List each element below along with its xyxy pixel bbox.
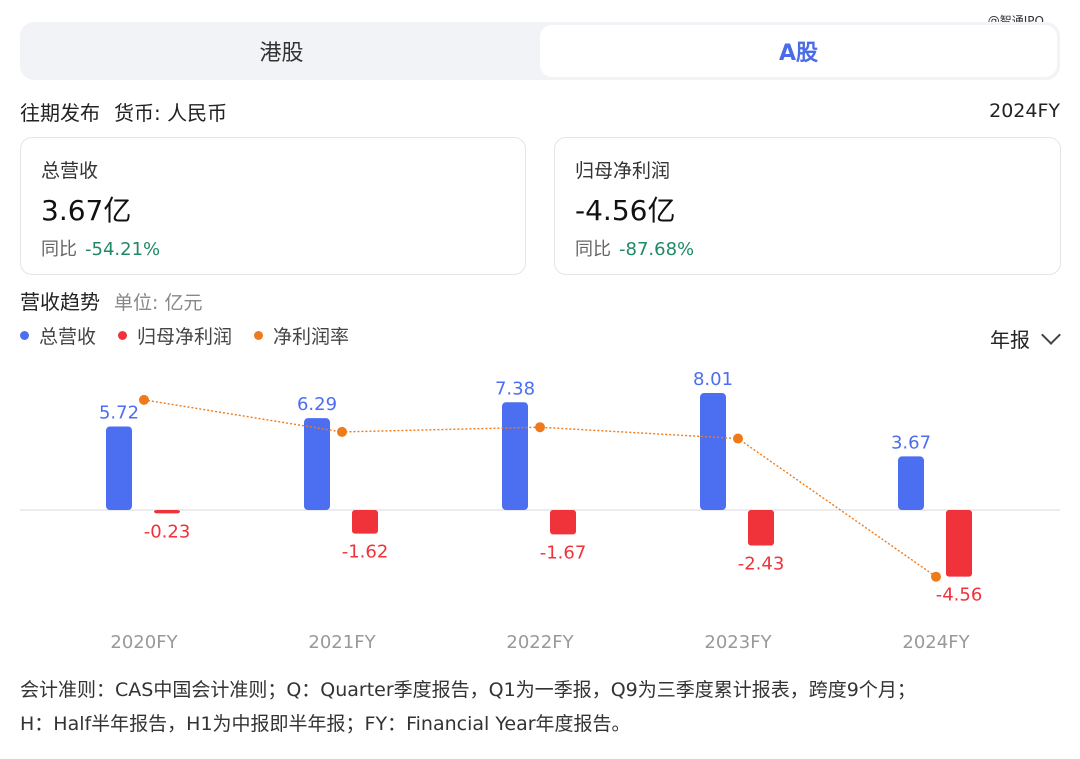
revenue-yoy: 同比 -54.21% — [41, 235, 505, 261]
x-tick-label: 2020FY — [110, 632, 178, 653]
chevron-down-icon — [1041, 324, 1061, 345]
x-tick-label: 2021FY — [308, 632, 376, 653]
profit-data-label: -1.62 — [342, 542, 389, 563]
x-tick-label: 2022FY — [506, 632, 574, 653]
profit-yoy-label: 同比 — [575, 239, 611, 260]
x-tick-label: 2023FY — [704, 632, 772, 653]
profit-card[interactable]: 归母净利润 -4.56亿 同比 -87.68% — [554, 137, 1061, 275]
profit-bar — [550, 510, 576, 535]
profit-data-label: -2.43 — [738, 553, 785, 574]
revenue-data-label: 6.29 — [297, 394, 337, 415]
revenue-data-label: 3.67 — [891, 432, 931, 453]
legend-margin-dot — [254, 331, 264, 340]
legend-revenue-label: 总营收 — [39, 326, 97, 348]
market-tabs: 港股 A股 — [20, 22, 1060, 80]
legend-profit-dot — [118, 331, 128, 340]
margin-point — [535, 422, 545, 433]
footnote-line-2: H：Half半年报告，H1为中报即半年报；FY：Financial Year年度… — [20, 713, 631, 735]
legend-revenue[interactable]: 总营收 — [20, 322, 96, 349]
profit-data-label: -4.56 — [936, 585, 983, 606]
profit-bar — [946, 510, 972, 577]
trend-unit: 单位: 亿元 — [114, 292, 203, 314]
footnote: 会计准则：CAS中国会计准则；Q：Quarter季度报告，Q1为一季报，Q9为三… — [20, 673, 1060, 741]
profit-data-label: -0.23 — [144, 521, 191, 542]
revenue-bar — [898, 456, 924, 510]
profit-data-label: -1.67 — [540, 542, 587, 563]
margin-point — [139, 394, 149, 405]
legend-profit[interactable]: 归母净利润 — [118, 322, 232, 349]
revenue-bar — [106, 426, 132, 510]
profit-bar — [154, 510, 180, 514]
legend-margin-label: 净利润率 — [273, 326, 350, 348]
margin-point — [931, 571, 941, 582]
past-releases-title: 往期发布 — [20, 100, 100, 125]
profit-bar — [748, 510, 774, 546]
revenue-data-label: 8.01 — [693, 369, 733, 390]
revenue-yoy-value: -54.21% — [85, 239, 161, 260]
revenue-card-value: 3.67亿 — [41, 194, 132, 227]
legend-profit-label: 归母净利润 — [137, 326, 233, 348]
profit-card-label: 归母净利润 — [575, 160, 671, 182]
tab-hk-stock[interactable]: 港股 — [259, 41, 304, 66]
revenue-card[interactable]: 总营收 3.67亿 同比 -54.21% — [20, 137, 526, 275]
legend-revenue-dot — [20, 331, 29, 340]
chart-legend: 总营收 归母净利润 净利润率 — [20, 322, 349, 349]
trend-title: 营收趋势 — [20, 290, 100, 314]
profit-yoy-value: -87.68% — [619, 239, 695, 260]
period-selector[interactable]: 年报 — [990, 324, 1061, 353]
footnote-line-1: 会计准则：CAS中国会计准则；Q：Quarter季度报告，Q1为一季报，Q9为三… — [20, 679, 916, 701]
profit-yoy: 同比 -87.68% — [575, 235, 1040, 261]
revenue-card-label: 总营收 — [41, 160, 99, 182]
period-selector-label: 年报 — [990, 328, 1030, 352]
revenue-data-label: 7.38 — [495, 378, 535, 399]
profit-card-value: -4.56亿 — [575, 194, 676, 227]
legend-margin[interactable]: 净利润率 — [254, 322, 349, 349]
meta-row: 往期发布 货币: 人民币 2024FY — [20, 96, 1060, 126]
period-label[interactable]: 2024FY — [989, 100, 1060, 122]
revenue-bar — [304, 418, 330, 510]
margin-line — [143, 399, 937, 578]
tab-a-stock[interactable]: A股 — [540, 25, 1057, 77]
revenue-bar — [700, 393, 726, 510]
revenue-bar — [502, 402, 528, 510]
revenue-yoy-label: 同比 — [41, 239, 77, 260]
currency-label: 货币: 人民币 — [114, 100, 228, 125]
trend-header: 营收趋势 单位: 亿元 — [20, 286, 202, 315]
trend-chart: 5.72 -0.23 2020FY 6.29 -1.62 2021FY 7.38 -1.67 2… — [20, 369, 1060, 653]
revenue-data-label: 5.72 — [99, 402, 139, 423]
margin-point — [733, 433, 743, 444]
profit-bar — [352, 510, 378, 534]
margin-point — [337, 426, 347, 437]
x-tick-label: 2024FY — [902, 632, 970, 653]
